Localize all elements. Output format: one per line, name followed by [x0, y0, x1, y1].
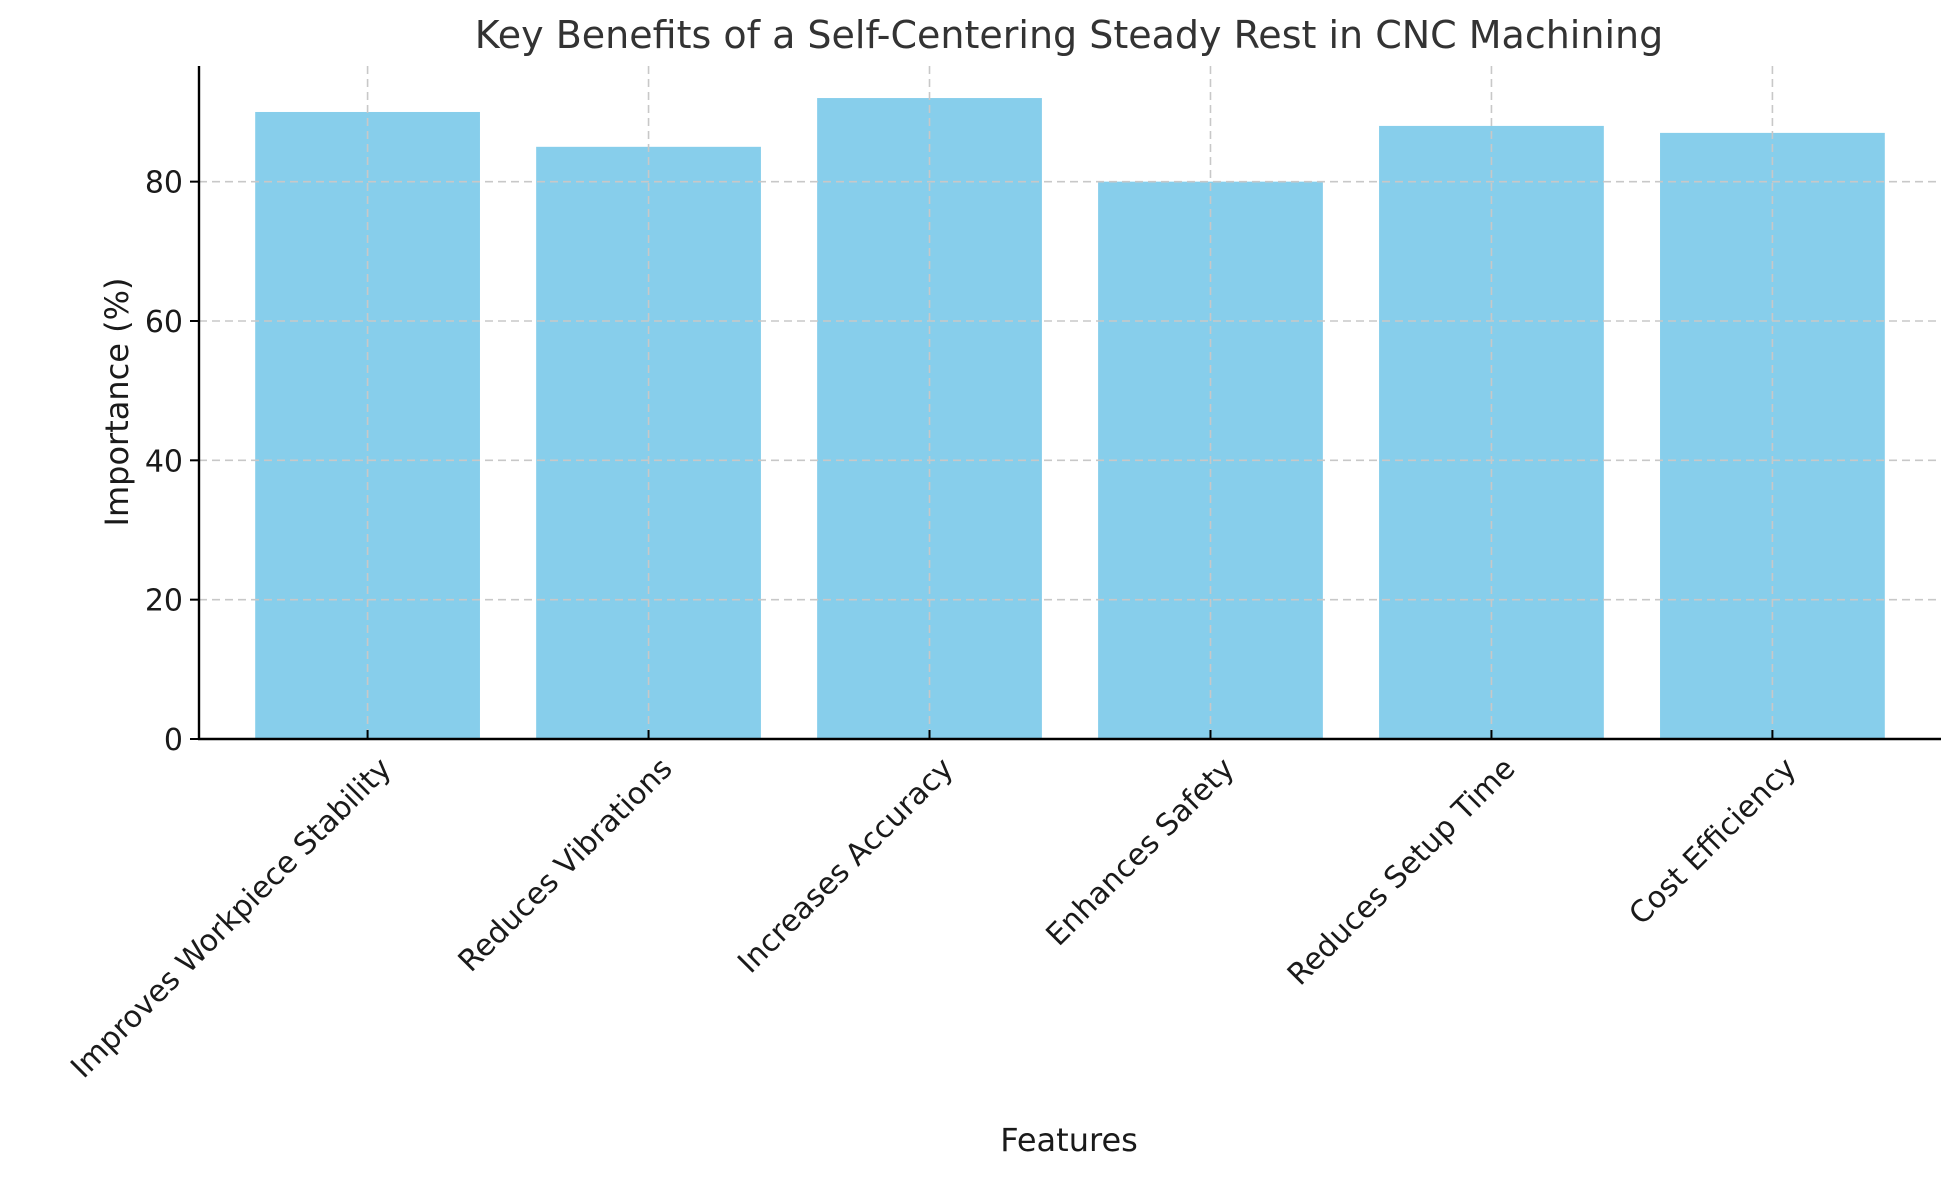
x-tick-layer: Improves Workpiece Stability Reduces Vibr… — [64, 730, 1803, 1085]
y-axis-label: Importance (%) — [98, 278, 136, 527]
y-tick-label-2: 40 — [145, 444, 183, 479]
axis-layer — [197, 66, 1941, 741]
y-tick-label-1: 20 — [145, 584, 183, 619]
x-tick-label-1: Reduces Vibrations — [452, 751, 680, 979]
x-tick-label-0: Improves Workpiece Stability — [64, 751, 398, 1085]
y-tick-label-3: 60 — [145, 305, 183, 340]
y-tick-layer: 0 20 40 60 80 — [145, 166, 199, 758]
x-tick-label-3: Enhances Safety — [1040, 751, 1242, 953]
chart-title: Key Benefits of a Self-Centering Steady … — [475, 13, 1663, 57]
x-tick-label-4: Reduces Setup Time — [1281, 751, 1522, 992]
x-tick-label-2: Increases Accuracy — [731, 751, 960, 980]
x-axis-label: Features — [1000, 1121, 1138, 1159]
x-tick-label-5: Cost Efficiency — [1623, 751, 1804, 932]
bar-layer — [255, 98, 1885, 740]
grid-layer — [199, 66, 1941, 739]
y-tick-label-0: 0 — [164, 723, 183, 758]
y-tick-label-4: 80 — [145, 166, 183, 201]
